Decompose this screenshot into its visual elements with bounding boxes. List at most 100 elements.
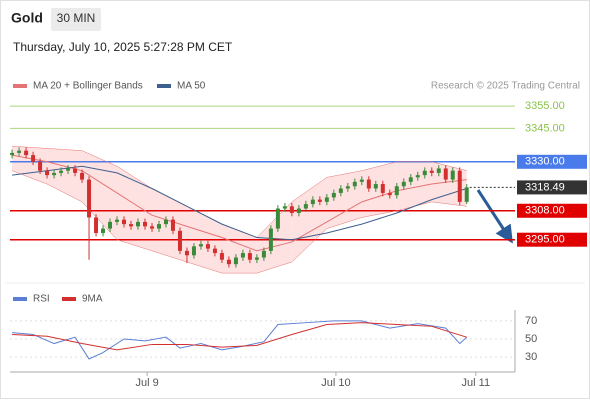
bollinger-band — [12, 146, 48, 185]
candle-body — [129, 224, 134, 227]
candle-body — [135, 221, 140, 227]
x-tick-label: Jul 9 — [135, 377, 158, 389]
candle-body — [254, 257, 259, 260]
legend-swatch — [157, 84, 171, 88]
x-tick-label: Jul 10 — [321, 377, 350, 389]
interval-box[interactable] — [51, 8, 101, 31]
candle-body — [380, 184, 385, 193]
candle-body — [73, 168, 78, 173]
candle-body — [59, 170, 64, 173]
candle-body — [401, 181, 406, 187]
y-tick-label: 70 — [525, 315, 537, 327]
candle-body — [317, 199, 322, 202]
candle-body — [122, 219, 127, 225]
candle-body — [52, 172, 57, 176]
symbol: Gold — [11, 10, 43, 26]
candle-body — [387, 192, 392, 196]
candle-body — [149, 226, 154, 229]
candle-body — [184, 250, 189, 256]
candle-body — [345, 186, 350, 189]
candle-body — [429, 170, 434, 173]
candle-body — [115, 219, 120, 222]
y-tick-label: 30 — [525, 351, 537, 363]
legend-swatch — [62, 297, 76, 301]
candle-body — [219, 253, 224, 260]
candle-body — [10, 152, 15, 156]
price-tag — [517, 232, 587, 247]
candle-body — [450, 170, 455, 180]
candle-body — [457, 170, 462, 202]
price-tag — [517, 154, 587, 169]
candle-body — [163, 219, 168, 225]
price-tag — [517, 203, 587, 218]
candle-body — [352, 181, 357, 187]
bollinger-band — [361, 161, 397, 218]
candle-body — [366, 179, 371, 189]
candle-body — [198, 244, 203, 247]
candle-body — [324, 197, 329, 202]
candle-body — [212, 248, 217, 254]
bollinger-band — [117, 166, 152, 251]
candle-body — [331, 192, 336, 198]
candle-body — [66, 168, 71, 171]
candle-body — [394, 186, 399, 196]
interval[interactable]: 30 MIN — [57, 11, 96, 25]
candle-body — [31, 155, 36, 162]
timestamp: Thursday, July 10, 2025 5:27:28 PM CET — [13, 40, 233, 54]
price-level-label: 3330.00 — [525, 156, 565, 168]
legend-label: 9MA — [82, 294, 103, 305]
candle-body — [338, 188, 343, 193]
legend-swatch — [13, 297, 27, 301]
candle-body — [443, 168, 448, 180]
price-level-label: 3295.00 — [525, 234, 565, 246]
legend-swatch — [13, 84, 27, 88]
price-level-label: 3355.00 — [525, 100, 565, 112]
candle-body — [233, 257, 238, 265]
moving-average — [12, 154, 467, 252]
bollinger-band — [82, 150, 118, 240]
candle-body — [45, 170, 50, 176]
candle-body — [373, 184, 378, 189]
moving-average — [12, 165, 467, 241]
candle-body — [289, 206, 294, 213]
candle-body — [38, 161, 43, 171]
source: Research © 2025 Trading Central — [431, 81, 580, 92]
candle-body — [177, 230, 182, 251]
candle-body — [94, 217, 99, 234]
candle-body — [275, 208, 280, 229]
legend-label: MA 20 + Bollinger Bands — [33, 81, 143, 92]
candle-body — [205, 244, 210, 249]
candle-body — [282, 206, 287, 209]
legend-label: MA 50 — [177, 81, 206, 92]
candle-body — [142, 221, 147, 227]
candle-body — [310, 199, 315, 205]
candle-body — [422, 170, 427, 176]
candle-body — [408, 177, 413, 182]
x-tick-label: Jul 11 — [462, 377, 491, 389]
candle-body — [247, 253, 252, 260]
last-price-label: 3318.49 — [525, 181, 565, 193]
bollinger-band — [291, 177, 327, 262]
candle-body — [226, 259, 231, 265]
candle-body — [303, 204, 308, 209]
candle-body — [415, 175, 420, 178]
y-tick-label: 50 — [525, 333, 537, 345]
candle-body — [17, 150, 22, 153]
indicator-line — [12, 322, 467, 351]
candle-body — [464, 187, 469, 202]
candle-body — [240, 253, 245, 258]
candle-body — [156, 224, 161, 229]
candle-body — [296, 208, 301, 213]
price-level-label: 3345.00 — [525, 122, 565, 134]
legend-label: RSI — [33, 294, 50, 305]
last-price-tag — [517, 180, 587, 195]
candle-body — [191, 246, 196, 256]
candle-body — [359, 179, 364, 182]
forecast-arrow — [476, 189, 513, 244]
price-level-label: 3308.00 — [525, 205, 565, 217]
candle-body — [108, 221, 113, 229]
candle-body — [87, 179, 92, 218]
candle-body — [24, 150, 29, 156]
candle-body — [170, 219, 175, 231]
